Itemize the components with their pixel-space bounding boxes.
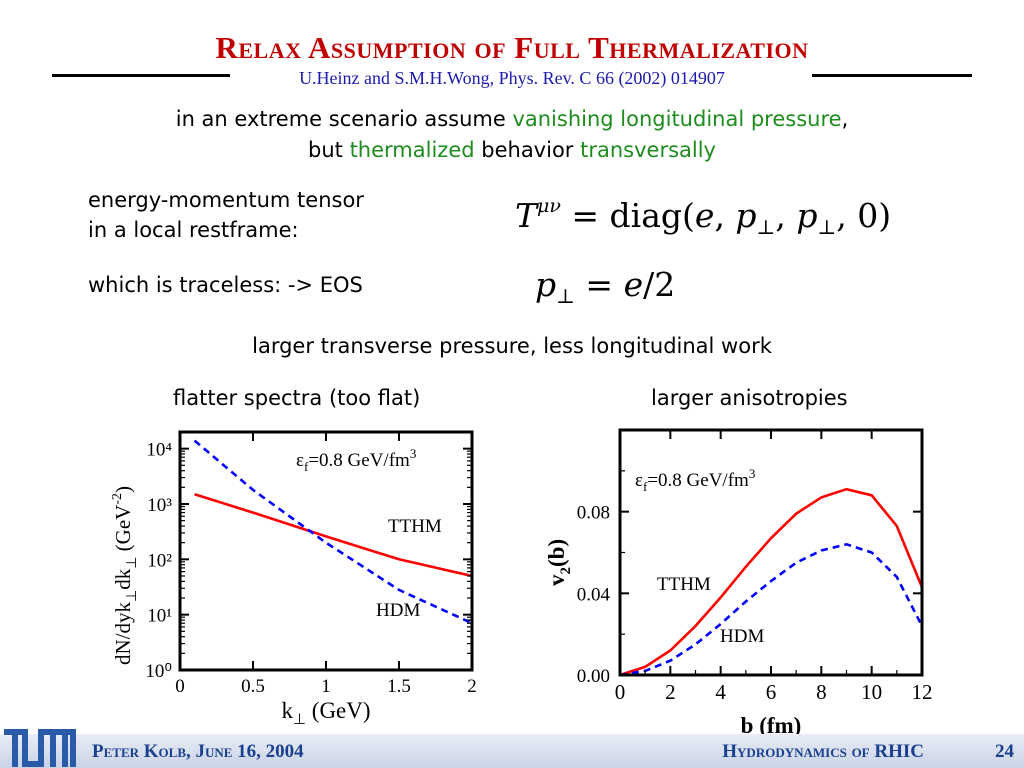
tensor-label-1: energy-momentum tensor	[88, 188, 364, 212]
spectra-y-tick-label: 10²	[147, 550, 172, 571]
spectra-annotation: εf=0.8 GeV/fm3	[296, 446, 416, 474]
footer-talk-title: Hydrodynamics of RHIC	[722, 741, 924, 762]
v2-x-tick-label: 10	[861, 680, 882, 704]
v2-x-tick-label: 2	[665, 680, 676, 704]
intro-line-1-comma: ,	[841, 107, 849, 131]
slide-title: Relax Assumption of Full Thermalization	[215, 30, 809, 65]
left-plot-caption: flatter spectra (too flat)	[173, 386, 421, 410]
intro-line-1-highlight: vanishing longitudinal pressure	[512, 107, 842, 131]
eq2-equals: =	[574, 265, 624, 304]
intro-line-2-mid: behavior	[474, 138, 581, 162]
eq1-p2: p	[796, 196, 818, 235]
intro-line-2-text: but	[308, 138, 350, 162]
spectra-plot-layer: TTHM HDM	[193, 439, 473, 625]
title-rule-left	[52, 74, 230, 77]
eq1-sup: μν	[537, 195, 561, 217]
eq2-tail: /2	[643, 265, 676, 304]
v2-chart: TTHM HDM 0 2 4 6 8 10 12 0.00 0.04 0.08 εf=0.8 GeV…	[544, 428, 933, 738]
v2-line-tthm	[619, 487, 924, 677]
traceless-label: which is traceless: -> EOS	[88, 273, 363, 297]
eq1-perp2: ⊥	[817, 215, 837, 239]
spectra-chart: TTHM HDM 0 0.5 1 1.5 2 10⁰ 10¹ 10² 10³ 10⁴ εf=0.8 …	[110, 430, 477, 728]
citation: U.Heinz and S.M.H.Wong, Phys. Rev. C 66 …	[299, 68, 725, 88]
v2-series-label-tthm: TTHM	[657, 574, 711, 595]
v2-x-tick-label: 4	[715, 680, 726, 704]
page-number: 24	[995, 741, 1014, 762]
v2-x-label: b (fm)	[741, 713, 802, 738]
spectra-x-tick-label: 0	[175, 676, 185, 697]
v2-y-tick-label: 0.04	[577, 584, 611, 605]
equation-tensor: Tμν = diag(e, p⊥, p⊥, 0)	[515, 195, 892, 239]
intro-line-1: in an extreme scenario assume vanishing …	[0, 107, 1024, 131]
footer-bar	[0, 734, 1024, 768]
eq2-p: p	[535, 265, 557, 304]
v2-y-tick-label: 0.00	[577, 666, 610, 687]
v2-x-tick-label: 6	[766, 680, 777, 704]
summary-line: larger transverse pressure, less longitu…	[252, 334, 772, 358]
intro-line-2-highlight-1: thermalized	[349, 138, 475, 162]
spectra-y-tick-label: 10¹	[147, 606, 172, 627]
spectra-x-tick-label: 1.5	[387, 676, 411, 697]
v2-y-tick-label: 0.08	[577, 503, 610, 524]
footer-author-date: Peter Kolb, June 16, 2004	[92, 741, 304, 762]
spectra-x-tick-label: 2	[467, 676, 477, 697]
spectra-line-tthm	[194, 492, 473, 578]
spectra-ticks: 0 0.5 1 1.5 2 10⁰ 10¹ 10² 10³ 10⁴	[145, 431, 477, 697]
spectra-series-label-hdm: HDM	[376, 600, 420, 621]
spectra-y-tick-label: 10³	[147, 495, 172, 516]
v2-annotation: εf=0.8 GeV/fm3	[635, 466, 755, 494]
spectra-x-tick-label: 0.5	[241, 676, 265, 697]
intro-line-1-text: in an extreme scenario assume	[175, 107, 513, 131]
eq1-T: T	[515, 196, 538, 235]
spectra-y-label: dN/dyk⊥dk⊥ (GeV-2)	[110, 486, 140, 665]
spectra-series-label-tthm: TTHM	[388, 516, 442, 537]
v2-x-tick-label: 0	[615, 680, 626, 704]
v2-x-tick-label: 8	[816, 680, 827, 704]
spectra-y-tick-label: 10⁰	[145, 661, 172, 682]
tum-logo	[4, 729, 76, 767]
eq1-p1: p	[735, 196, 757, 235]
spectra-x-label: k⊥ (GeV)	[281, 698, 370, 728]
equation-eos: p⊥ = e/2	[535, 265, 675, 308]
v2-y-label: v2(b)	[544, 539, 574, 586]
v2-line-hdm	[619, 542, 924, 677]
eq1-e: e	[694, 196, 715, 235]
v2-frame	[618, 428, 924, 677]
v2-plot-layer: TTHM HDM	[619, 487, 924, 677]
eq1-close: , 0)	[836, 196, 892, 235]
eq1-perp1: ⊥	[756, 215, 776, 239]
eq2-e: e	[623, 265, 644, 304]
title-rule-right	[812, 74, 972, 77]
spectra-line-hdm	[193, 439, 473, 625]
tensor-label-2: in a local restframe:	[88, 218, 299, 242]
v2-ticks: 0 2 4 6 8 10 12 0.00 0.04 0.08	[577, 430, 933, 704]
v2-x-tick-label: 12	[912, 680, 933, 704]
intro-line-2: but thermalized behavior transversally	[0, 138, 1024, 162]
intro-line-2-highlight-2: transversally	[580, 138, 716, 162]
eq2-perp: ⊥	[556, 284, 575, 308]
right-plot-caption: larger anisotropies	[651, 386, 848, 410]
spectra-x-tick-label: 1	[321, 676, 331, 697]
spectra-y-tick-label: 10⁴	[146, 440, 172, 461]
v2-series-label-hdm: HDM	[720, 626, 764, 647]
eq1-diag: = diag(	[560, 196, 695, 235]
